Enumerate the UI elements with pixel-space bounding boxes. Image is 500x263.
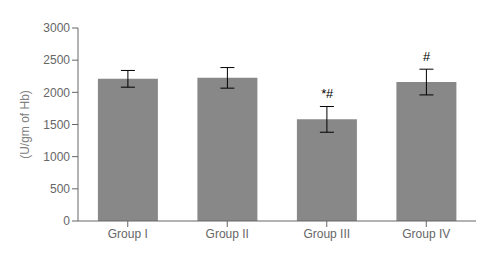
svg-text:3000: 3000	[43, 21, 70, 35]
svg-text:Group I: Group I	[108, 227, 148, 241]
svg-text:Group II: Group II	[206, 227, 249, 241]
svg-text:0: 0	[63, 214, 70, 228]
svg-text:(U/gm of Hb): (U/gm of Hb)	[18, 90, 32, 159]
svg-text:2500: 2500	[43, 53, 70, 67]
svg-text:1500: 1500	[43, 118, 70, 132]
svg-text:#: #	[423, 49, 431, 64]
svg-text:1000: 1000	[43, 150, 70, 164]
svg-text:Group III: Group III	[303, 227, 350, 241]
svg-text:*#: *#	[321, 86, 334, 101]
svg-text:500: 500	[50, 182, 70, 196]
svg-text:2000: 2000	[43, 86, 70, 100]
svg-text:Group IV: Group IV	[402, 227, 450, 241]
